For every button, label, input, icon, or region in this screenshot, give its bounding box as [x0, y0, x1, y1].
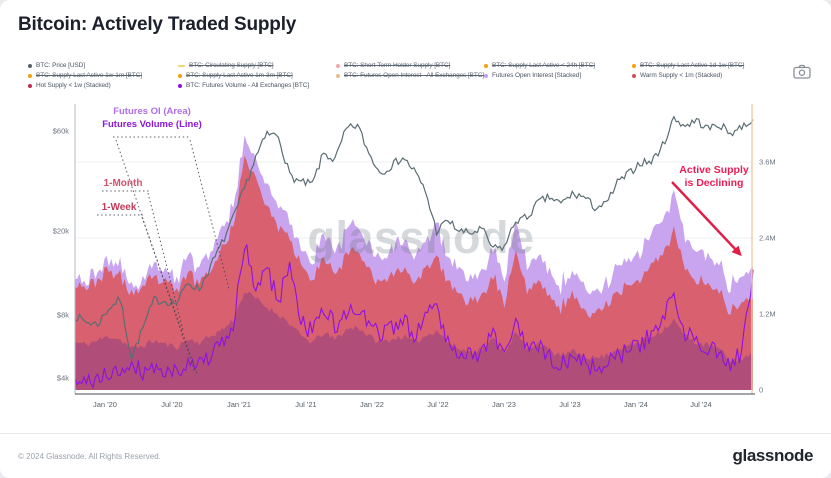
- series-marker-icon: [28, 73, 32, 78]
- legend-item[interactable]: BTC: Futures Volume - All Exchanges [BTC…: [178, 82, 336, 89]
- x-axis-tick-label: Jul '23: [559, 400, 580, 409]
- x-axis-tick-label: Jan '21: [227, 400, 251, 409]
- futures-volume-label: Futures Volume (Line): [102, 119, 202, 130]
- legend: BTC: Price [USD] BTC: Circulating Supply …: [28, 62, 744, 89]
- series-marker-icon: [28, 83, 32, 88]
- x-axis-tick-label: Jul '20: [161, 400, 182, 409]
- series-marker-icon: [28, 63, 32, 68]
- legend-item-label: BTC: Supply Last Active 1w-1m [BTC]: [36, 72, 142, 79]
- price-line: [74, 115, 754, 360]
- legend-item-label: BTC: Futures Open Interest - All Exchang…: [344, 72, 485, 79]
- series-marker-icon: [484, 63, 488, 68]
- active-supply-line1: Active Supply: [679, 164, 749, 176]
- series-marker-icon: [632, 63, 636, 68]
- camera-icon: [793, 64, 811, 79]
- series-marker-icon: [336, 63, 340, 68]
- legend-item-label: Futures Open Interest [Stacked]: [492, 72, 582, 79]
- legend-item-label: Hot Supply < 1w (Stacked): [36, 82, 111, 89]
- legend-item-label: Warm Supply < 1m (Stacked): [640, 72, 723, 79]
- legend-item-label: BTC: Price [USD]: [36, 62, 85, 69]
- x-axis-tick-label: Jul '24: [690, 400, 711, 409]
- left-axis-tick-label: $60k: [53, 127, 70, 136]
- legend-item[interactable]: Warm Supply < 1m (Stacked): [632, 72, 744, 79]
- one-month-label: 1-Month: [104, 178, 143, 189]
- series-marker-icon: [632, 73, 636, 78]
- annotation-connector-line: [147, 192, 184, 331]
- trend-arrow: [671, 181, 738, 252]
- footer: © 2024 Glassnode. All Rights Reserved. g…: [0, 433, 831, 478]
- futures-volume-line: [74, 244, 754, 390]
- series-marker-icon: [484, 73, 488, 78]
- active-supply-line2: is Declining: [685, 177, 744, 189]
- legend-item[interactable]: BTC: Circulating Supply [BTC]: [178, 62, 336, 69]
- legend-item[interactable]: Futures Open Interest [Stacked]: [484, 72, 632, 79]
- series-marker-icon: [336, 73, 340, 78]
- x-axis-tick-label: Jan '20: [93, 400, 117, 409]
- right-axis-tick-label: 2.4M: [759, 234, 776, 243]
- legend-item[interactable]: BTC: Supply Last Active 1d-1w [BTC]: [632, 62, 744, 69]
- legend-item-label: BTC: Supply Last Active 1m-3m [BTC]: [186, 72, 293, 79]
- futures-oi-label: Futures OI (Area): [113, 106, 191, 117]
- legend-item[interactable]: BTC: Futures Open Interest - All Exchang…: [336, 72, 484, 79]
- one-week-label: 1-Week: [102, 202, 137, 213]
- legend-item[interactable]: BTC: Supply Last Active 1m-3m [BTC]: [178, 72, 336, 79]
- annotation-connector-line: [141, 216, 198, 375]
- legend-item[interactable]: BTC: Price [USD]: [28, 62, 178, 69]
- x-axis-tick-label: Jul '22: [427, 400, 448, 409]
- left-axis-tick-label: $8k: [57, 310, 69, 319]
- screenshot-button[interactable]: [790, 63, 814, 83]
- legend-item-label: BTC: Short-Term Holder Supply [BTC]: [344, 62, 451, 69]
- glassnode-logo: glassnode: [732, 446, 814, 465]
- trend-arrowhead: [731, 245, 742, 257]
- annotation-connector-line: [189, 139, 230, 290]
- x-axis-tick-label: Jan '23: [492, 400, 516, 409]
- legend-item[interactable]: Hot Supply < 1w (Stacked): [28, 82, 178, 89]
- legend-item[interactable]: BTC: Supply Last Active 1w-1m [BTC]: [28, 72, 178, 79]
- x-axis-tick-label: Jan '22: [360, 400, 384, 409]
- legend-item-label: BTC: Circulating Supply [BTC]: [189, 62, 274, 69]
- series-marker-icon: [178, 64, 185, 67]
- left-axis-tick-label: $4k: [57, 373, 69, 382]
- right-axis-tick-label: 1.2M: [759, 310, 776, 319]
- legend-item[interactable]: BTC: Short-Term Holder Supply [BTC]: [336, 62, 484, 69]
- series-marker-icon: [178, 73, 182, 78]
- x-axis-tick-label: Jul '21: [295, 400, 316, 409]
- copyright-text: © 2024 Glassnode. All Rights Reserved.: [18, 451, 161, 461]
- right-axis-tick-label: 3.6M: [759, 158, 776, 167]
- legend-item-label: BTC: Supply Last Active 1d-1w [BTC]: [640, 62, 745, 69]
- page-title: Bitcoin: Actively Traded Supply: [18, 14, 297, 35]
- legend-item-label: BTC: Futures Volume - All Exchanges [BTC…: [186, 82, 310, 89]
- right-axis-tick-label: 0: [759, 386, 763, 395]
- series-marker-icon: [178, 83, 182, 88]
- legend-item-label: BTC: Supply Last Active < 24h [BTC]: [492, 62, 595, 69]
- x-axis-tick-label: Jan '24: [624, 400, 648, 409]
- legend-item[interactable]: BTC: Supply Last Active < 24h [BTC]: [484, 62, 632, 69]
- left-axis-tick-label: $20k: [53, 227, 70, 236]
